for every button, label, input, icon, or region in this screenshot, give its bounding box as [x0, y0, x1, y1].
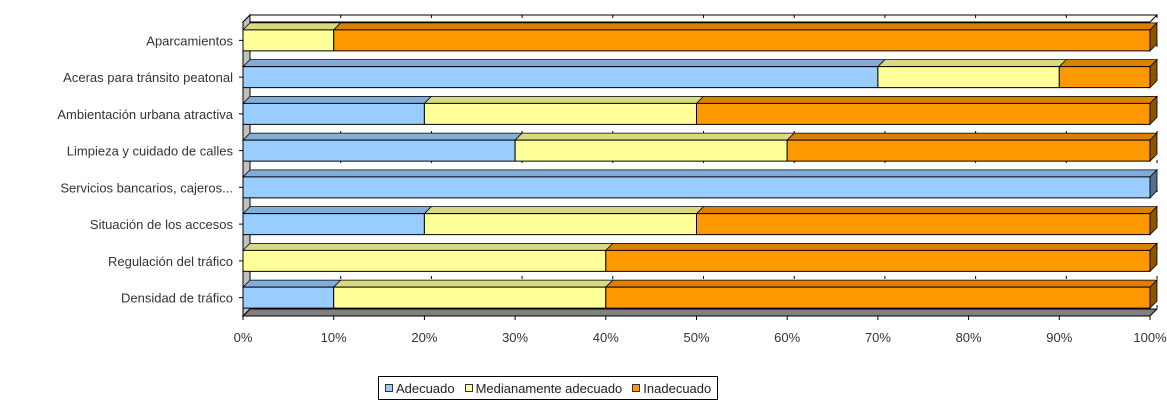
bar-top-face	[695, 95, 1158, 104]
bar-segment	[786, 139, 1151, 162]
bar-segment	[605, 286, 1151, 309]
bar-top-face	[786, 132, 1158, 141]
bar-top-face	[242, 206, 433, 215]
bar-top-face	[332, 279, 614, 288]
x-tick-label: 80%	[956, 330, 982, 345]
bar-top-face	[242, 59, 886, 68]
chart-legend: Adecuado Medianamente adecuado Inadecuad…	[378, 376, 719, 400]
x-tick-label: 40%	[593, 330, 619, 345]
category-label: Aceras para tránsito peatonal	[63, 70, 233, 85]
bar-segment	[242, 29, 335, 52]
legend-item-inadecuado: Inadecuado	[632, 381, 711, 396]
legend-label-adecuado: Adecuado	[396, 380, 455, 396]
bar-top-face	[242, 22, 342, 31]
bar-segment	[605, 249, 1151, 272]
bar-end-face	[1149, 58, 1158, 89]
bar-end-face	[1149, 21, 1158, 52]
bar-top-face	[423, 95, 705, 104]
category-label: Ambientación urbana atractiva	[57, 107, 233, 122]
bar-top-face	[604, 279, 1158, 288]
legend-swatch-inadecuado	[632, 384, 641, 392]
bar-top-face	[423, 206, 705, 215]
category-label: Aparcamientos	[146, 33, 233, 48]
bar-segment	[1058, 66, 1151, 89]
x-tick-label: 10%	[321, 330, 347, 345]
x-tick-label: 30%	[502, 330, 528, 345]
category-label: Densidad de tráfico	[121, 291, 233, 306]
bar-segment	[242, 286, 335, 309]
x-tick-label: 20%	[411, 330, 437, 345]
bar-segment	[242, 176, 1151, 199]
bar-segment	[696, 213, 1151, 236]
x-tick-label: 100%	[1133, 330, 1167, 345]
stacked-bar-chart: 0% 10% 20% 30% 40% 50% 60% 70% 80% 90% 100% Aparcam…	[57, 13, 1167, 345]
bar-end-face	[1149, 132, 1158, 163]
bar-segment	[333, 29, 1151, 52]
legend-label-medianamente-adecuado: Medianamente adecuado	[475, 380, 623, 396]
legend-item-adecuado: Adecuado	[385, 381, 455, 396]
bar-top-face	[332, 22, 1158, 31]
bar-segment	[696, 102, 1151, 125]
bar-end-face	[1149, 279, 1158, 310]
x-tick-label: 50%	[683, 330, 709, 345]
bar-end-face	[1149, 168, 1158, 199]
legend-swatch-adecuado	[385, 384, 393, 392]
bar-segment	[423, 213, 697, 236]
bar-segment	[242, 66, 879, 89]
legend-label-inadecuado: Inadecuado	[643, 380, 712, 396]
bar-top-face	[604, 242, 1158, 251]
bar-segment	[242, 102, 425, 125]
category-label: Limpieza y cuidado de calles	[67, 144, 234, 159]
bar-top-face	[242, 132, 524, 141]
x-tick-label: 90%	[1046, 330, 1072, 345]
category-label: Situación de los accesos	[90, 217, 234, 232]
bar-end-face	[1149, 95, 1158, 126]
x-tick-label: 60%	[774, 330, 800, 345]
bar-top-face	[242, 95, 433, 104]
plot-floor	[241, 308, 1159, 317]
legend-item-medianamente-adecuado: Medianamente adecuado	[464, 380, 623, 396]
bar-end-face	[1149, 205, 1158, 236]
bar-top-face	[242, 279, 342, 288]
plot-top-edge	[241, 14, 1159, 23]
bar-top-face	[1058, 59, 1158, 68]
bar-segment	[514, 139, 788, 162]
bar-top-face	[514, 132, 796, 141]
bar-top-face	[242, 242, 614, 251]
bar-segment	[333, 286, 607, 309]
bar-top-face	[242, 169, 1158, 178]
x-tick-label: 0%	[234, 330, 253, 345]
bar-top-face	[876, 59, 1068, 68]
x-tick-label: 70%	[865, 330, 891, 345]
bar-segment	[423, 102, 697, 125]
bar-segment	[242, 139, 516, 162]
bar-top-face	[695, 206, 1158, 215]
category-label: Regulación del tráfico	[108, 254, 233, 269]
bar-segment	[877, 66, 1060, 89]
category-label: Servicios bancarios, cajeros...	[60, 180, 233, 195]
bar-segment	[242, 213, 425, 236]
bar-end-face	[1149, 242, 1158, 273]
legend-swatch-medianamente-adecuado	[464, 384, 473, 392]
bar-segment	[242, 249, 607, 272]
